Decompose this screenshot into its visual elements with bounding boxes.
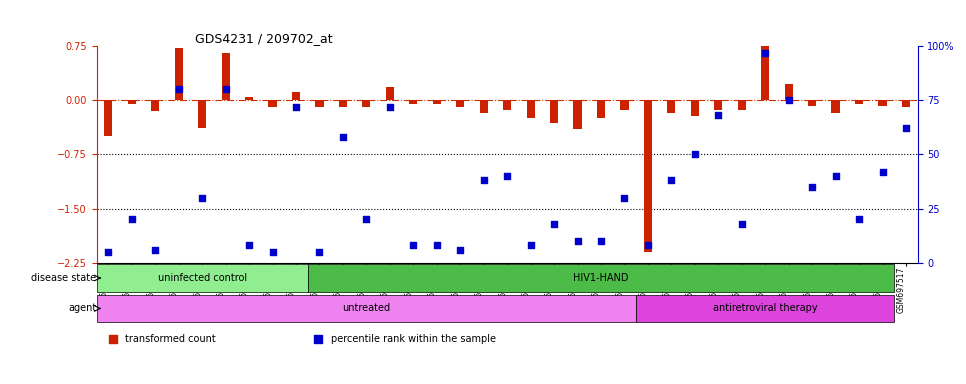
- Point: [570, 238, 585, 244]
- Point: [476, 177, 492, 184]
- Point: [171, 86, 186, 93]
- Point: [734, 221, 750, 227]
- Point: [757, 50, 773, 56]
- FancyBboxPatch shape: [308, 264, 895, 292]
- Point: [851, 216, 867, 222]
- Point: [335, 134, 351, 140]
- Bar: [597, 100, 605, 118]
- Point: [593, 238, 609, 244]
- Bar: [620, 100, 629, 110]
- Bar: [902, 100, 910, 108]
- Point: [100, 249, 116, 255]
- Point: [687, 151, 702, 157]
- Point: [649, 136, 665, 142]
- Bar: [784, 84, 793, 100]
- Text: transformed count: transformed count: [126, 334, 216, 344]
- Bar: [104, 100, 112, 136]
- Text: disease state: disease state: [32, 273, 97, 283]
- Bar: [315, 100, 324, 108]
- Text: percentile rank within the sample: percentile rank within the sample: [330, 334, 496, 344]
- Bar: [761, 41, 769, 100]
- Point: [523, 242, 538, 248]
- Point: [124, 216, 139, 222]
- Point: [898, 125, 914, 131]
- Point: [265, 249, 280, 255]
- Bar: [668, 100, 675, 113]
- Point: [616, 195, 632, 201]
- Bar: [433, 100, 440, 104]
- Point: [218, 86, 234, 93]
- Bar: [456, 100, 465, 108]
- Bar: [269, 100, 276, 108]
- Text: antiretroviral therapy: antiretroviral therapy: [713, 303, 817, 313]
- Text: agent: agent: [69, 303, 97, 313]
- FancyBboxPatch shape: [637, 295, 895, 322]
- Point: [242, 242, 257, 248]
- Point: [499, 173, 515, 179]
- Bar: [245, 97, 253, 100]
- Point: [148, 247, 163, 253]
- Bar: [221, 53, 230, 100]
- Bar: [503, 100, 511, 110]
- Text: GDS4231 / 209702_at: GDS4231 / 209702_at: [195, 32, 332, 45]
- Point: [547, 221, 562, 227]
- Bar: [151, 100, 159, 111]
- Point: [312, 249, 327, 255]
- Bar: [175, 48, 183, 100]
- Point: [358, 216, 374, 222]
- Point: [640, 242, 656, 248]
- Text: HIV1-HAND: HIV1-HAND: [573, 273, 629, 283]
- Bar: [526, 100, 535, 118]
- Point: [452, 247, 468, 253]
- Point: [828, 173, 843, 179]
- Point: [875, 169, 891, 175]
- Point: [711, 113, 726, 119]
- Point: [805, 184, 820, 190]
- Bar: [410, 100, 417, 104]
- Text: uninfected control: uninfected control: [157, 273, 246, 283]
- Point: [288, 104, 303, 110]
- Bar: [643, 100, 652, 252]
- Point: [383, 104, 398, 110]
- Bar: [832, 100, 839, 113]
- Bar: [808, 100, 816, 106]
- Point: [429, 242, 444, 248]
- Point: [406, 242, 421, 248]
- Bar: [714, 100, 723, 110]
- Bar: [574, 100, 582, 129]
- Point: [781, 97, 796, 103]
- Bar: [691, 100, 699, 116]
- FancyBboxPatch shape: [97, 295, 637, 322]
- Bar: [362, 100, 371, 108]
- FancyBboxPatch shape: [97, 264, 308, 292]
- Bar: [198, 100, 207, 128]
- Bar: [128, 100, 136, 104]
- Point: [664, 177, 679, 184]
- Bar: [550, 100, 558, 123]
- Bar: [292, 92, 300, 100]
- Bar: [479, 100, 488, 113]
- Bar: [855, 100, 864, 104]
- Bar: [738, 100, 746, 110]
- Bar: [385, 87, 394, 100]
- Point: [194, 195, 210, 201]
- Bar: [878, 100, 887, 106]
- Bar: [339, 100, 347, 108]
- Text: untreated: untreated: [342, 303, 390, 313]
